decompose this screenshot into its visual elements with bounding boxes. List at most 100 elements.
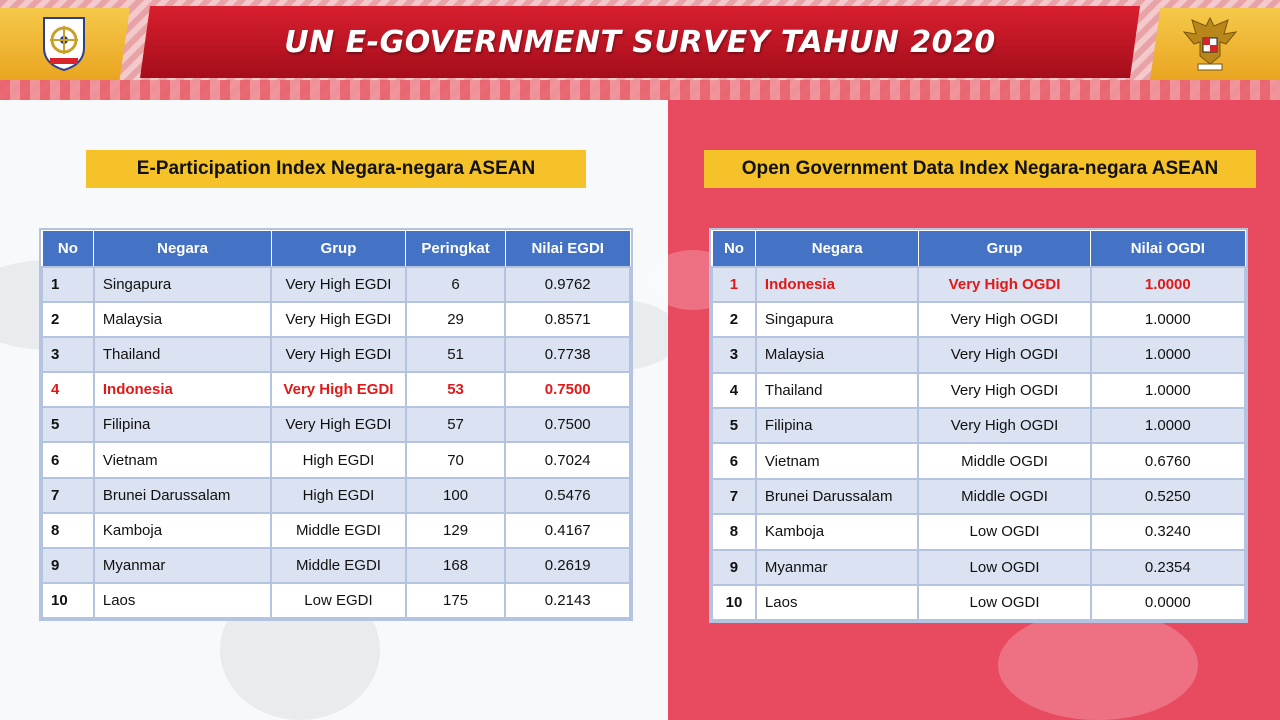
table-row: 7 Brunei Darussalam High EGDI 100 0.5476 (41, 476, 631, 514)
cell-country: Brunei Darussalam (92, 476, 273, 514)
cell-country: Vietnam (754, 442, 920, 480)
cell-value: 0.5476 (504, 476, 631, 514)
column-header: Grup (270, 230, 407, 267)
cell-country: Malaysia (92, 300, 273, 338)
cell-group: Very High OGDI (917, 336, 1092, 374)
cell-rank: 168 (404, 546, 507, 585)
table-row: 1 Singapura Very High EGDI 6 0.9762 (41, 265, 631, 303)
column-header: Grup (917, 230, 1092, 267)
left-section-title: E-Participation Index Negara-negara ASEA… (86, 150, 586, 188)
cell-country: Laos (754, 584, 920, 622)
table-row: 5 Filipina Very High EGDI 57 0.7500 (41, 406, 631, 444)
table-row: 10 Laos Low EGDI 175 0.2143 (41, 582, 631, 620)
naval-emblem-icon (43, 17, 85, 72)
cell-value: 0.5250 (1089, 477, 1247, 516)
cell-group: Low EGDI (270, 582, 407, 620)
table-row: 1 Indonesia Very High OGDI 1.0000 (711, 265, 1247, 303)
column-header: Nilai EGDI (504, 230, 631, 267)
cell-no: 3 (711, 336, 757, 374)
cell-no: 6 (711, 442, 757, 480)
cell-country: Laos (92, 582, 273, 620)
column-header: No (711, 230, 757, 267)
cell-group: Middle EGDI (270, 511, 407, 550)
cell-value: 0.6760 (1089, 442, 1247, 480)
cell-no: 10 (711, 584, 757, 622)
table-row: 3 Thailand Very High EGDI 51 0.7738 (41, 335, 631, 374)
cell-no: 1 (41, 265, 95, 303)
table-row: 3 Malaysia Very High OGDI 1.0000 (711, 336, 1247, 374)
table-row: 8 Kamboja Middle EGDI 129 0.4167 (41, 511, 631, 550)
ogdi-table: No Negara Grup Nilai OGDI 1 Indonesia Very… (709, 227, 1248, 624)
cell-group: Very High OGDI (917, 300, 1092, 339)
cell-group: High EGDI (270, 441, 407, 479)
cell-value: 0.4167 (504, 511, 631, 550)
table-row: 6 Vietnam High EGDI 70 0.7024 (41, 441, 631, 479)
cell-no: 8 (711, 513, 757, 551)
cell-country: Kamboja (754, 513, 920, 551)
cell-value: 0.0000 (1089, 584, 1247, 622)
cell-value: 0.9762 (504, 265, 631, 303)
cell-no: 1 (711, 265, 757, 303)
cell-country: Singapura (754, 300, 920, 339)
cell-rank: 100 (404, 476, 507, 514)
cell-no: 3 (41, 335, 95, 374)
page-title: UN E-GOVERNMENT SURVEY TAHUN 2020 (284, 24, 996, 60)
cell-group: Low OGDI (917, 513, 1092, 551)
cell-value: 0.2354 (1089, 548, 1247, 587)
garuda-emblem-icon (1182, 16, 1238, 71)
cell-no: 9 (711, 548, 757, 587)
right-section-title: Open Government Data Index Negara-negara… (704, 150, 1256, 188)
cell-value: 0.7738 (504, 335, 631, 374)
table-row: 9 Myanmar Middle EGDI 168 0.2619 (41, 546, 631, 585)
map-shape-decoration (998, 610, 1198, 720)
column-header: No (41, 230, 95, 267)
cell-country: Indonesia (92, 371, 273, 409)
table-row: 9 Myanmar Low OGDI 0.2354 (711, 548, 1247, 587)
cell-group: Middle OGDI (917, 477, 1092, 516)
egdi-table: No Negara Grup Peringkat Nilai EGDI 1 Sin… (39, 227, 633, 622)
cell-rank: 53 (404, 371, 507, 409)
cell-rank: 57 (404, 406, 507, 444)
cell-group: Very High OGDI (917, 265, 1092, 303)
cell-no: 10 (41, 582, 95, 620)
table-header-row: No Negara Grup Nilai OGDI (711, 230, 1246, 267)
table-row: 7 Brunei Darussalam Middle OGDI 0.5250 (711, 477, 1247, 516)
cell-no: 4 (711, 371, 757, 410)
table-row: 10 Laos Low OGDI 0.0000 (711, 584, 1247, 622)
cell-country: Vietnam (92, 441, 273, 479)
cell-value: 1.0000 (1089, 371, 1247, 410)
column-header: Negara (755, 230, 919, 267)
table-row: 5 Filipina Very High OGDI 1.0000 (711, 407, 1247, 445)
cell-rank: 51 (404, 335, 507, 374)
cell-country: Malaysia (754, 336, 920, 374)
table-row: 2 Singapura Very High OGDI 1.0000 (711, 300, 1247, 339)
cell-country: Singapura (92, 265, 273, 303)
column-header: Nilai OGDI (1090, 230, 1246, 267)
cell-country: Filipina (754, 407, 920, 445)
cell-no: 8 (41, 511, 95, 550)
cell-no: 4 (41, 371, 95, 409)
cell-no: 2 (41, 300, 95, 338)
table-row: 4 Indonesia Very High EGDI 53 0.7500 (41, 371, 631, 409)
cell-no: 7 (711, 477, 757, 516)
cell-rank: 70 (404, 441, 507, 479)
cell-value: 1.0000 (1089, 265, 1247, 303)
cell-value: 0.8571 (504, 300, 631, 338)
cell-country: Thailand (92, 335, 273, 374)
cell-country: Filipina (92, 406, 273, 444)
cell-value: 1.0000 (1089, 407, 1247, 445)
cell-group: Very High EGDI (270, 300, 407, 338)
cell-value: 0.7024 (504, 441, 631, 479)
column-header: Peringkat (405, 230, 506, 267)
title-banner: UN E-GOVERNMENT SURVEY TAHUN 2020 (140, 6, 1140, 78)
cell-group: Very High OGDI (917, 407, 1092, 445)
cell-group: High EGDI (270, 476, 407, 514)
cell-country: Myanmar (754, 548, 920, 587)
table-row: 8 Kamboja Low OGDI 0.3240 (711, 513, 1247, 551)
table-header-row: No Negara Grup Peringkat Nilai EGDI (41, 230, 631, 267)
cell-no: 9 (41, 546, 95, 585)
cell-value: 1.0000 (1089, 336, 1247, 374)
header-ornament-band (0, 80, 1280, 100)
cell-no: 7 (41, 476, 95, 514)
cell-rank: 6 (404, 265, 507, 303)
